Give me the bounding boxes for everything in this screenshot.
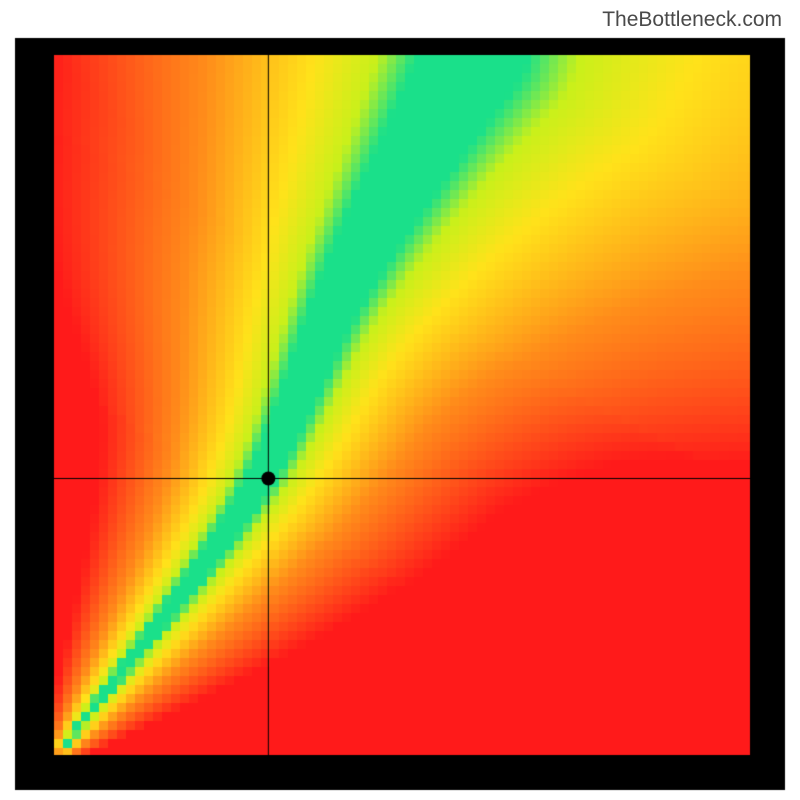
watermark-text: TheBottleneck.com <box>602 8 782 32</box>
heatmap-canvas <box>0 0 800 800</box>
